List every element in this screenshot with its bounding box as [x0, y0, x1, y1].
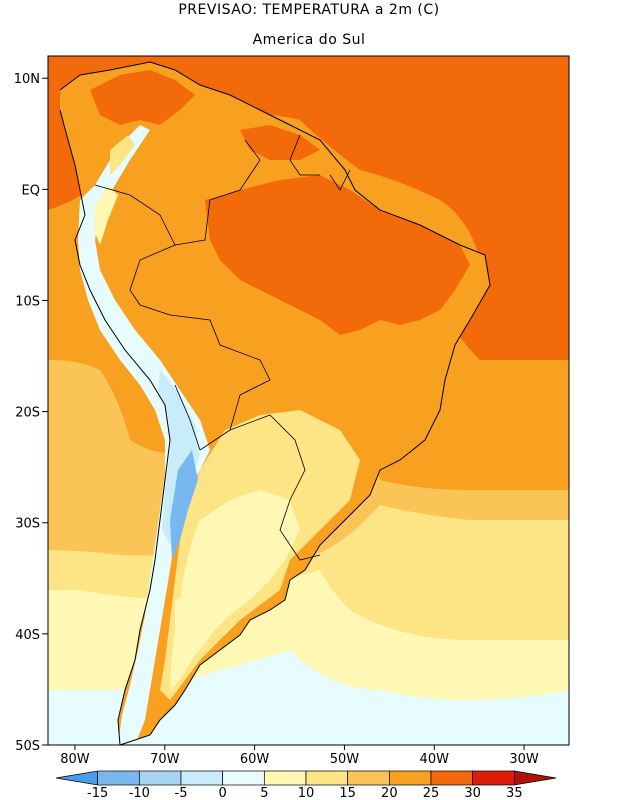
colorbar-tick-label: 5 — [260, 786, 268, 800]
colorbar-swatch — [138, 770, 182, 786]
lat-label: 30S — [15, 517, 40, 532]
lon-label: 80W — [60, 752, 90, 767]
colorbar-tick-label: -5 — [175, 786, 188, 800]
colorbar-tick-label: 35 — [506, 786, 523, 800]
colorbar: -15 -10 -5 0 5 10 15 20 25 30 35 — [55, 770, 557, 800]
lon-label: 60W — [240, 752, 270, 767]
lat-label: 10N — [14, 72, 40, 87]
lon-label: 40W — [420, 752, 450, 767]
colorbar-swatch — [430, 770, 474, 786]
country-borders — [94, 134, 351, 561]
colorbar-swatch — [222, 770, 265, 786]
colorbar-swatch — [97, 770, 140, 786]
colorbar-tick-label: 25 — [423, 786, 440, 800]
temperature-field — [48, 56, 569, 745]
colorbar-swatch — [347, 770, 390, 786]
map-frame — [47, 55, 570, 746]
lat-label: 40S — [15, 628, 40, 643]
colorbar-swatch — [263, 770, 307, 786]
colorbar-tick-label: 30 — [464, 786, 481, 800]
colorbar-swatch — [388, 770, 432, 786]
lat-label: 10S — [15, 294, 40, 309]
colorbar-swatch — [513, 770, 557, 786]
colorbar-swatch — [55, 770, 99, 786]
map-title: PREVISAO: TEMPERATURA a 2m (C) — [178, 2, 440, 18]
map-subtitle: America do Sul — [252, 32, 366, 48]
lat-label: 20S — [15, 406, 40, 421]
colorbar-tick-label: -10 — [129, 786, 150, 800]
lon-label: 30W — [509, 752, 539, 767]
colorbar-swatch — [472, 770, 515, 786]
colorbar-tick-label: 0 — [219, 786, 227, 800]
lat-label: 50S — [15, 739, 40, 754]
lat-label: EQ — [22, 183, 40, 198]
axis-labels: 10N EQ 10S 20S 30S 40S 50S 80W 70W 60W 50W 40W 30W — [14, 72, 539, 767]
lon-label: 70W — [150, 752, 180, 767]
lon-label: 50W — [330, 752, 360, 767]
colorbar-tick-label: 15 — [339, 786, 356, 800]
colorbar-swatch — [180, 770, 224, 786]
colorbar-swatch — [305, 770, 349, 786]
colorbar-tick-label: -15 — [87, 786, 108, 800]
colorbar-tick-label: 20 — [381, 786, 398, 800]
colorbar-tick-label: 10 — [298, 786, 315, 800]
